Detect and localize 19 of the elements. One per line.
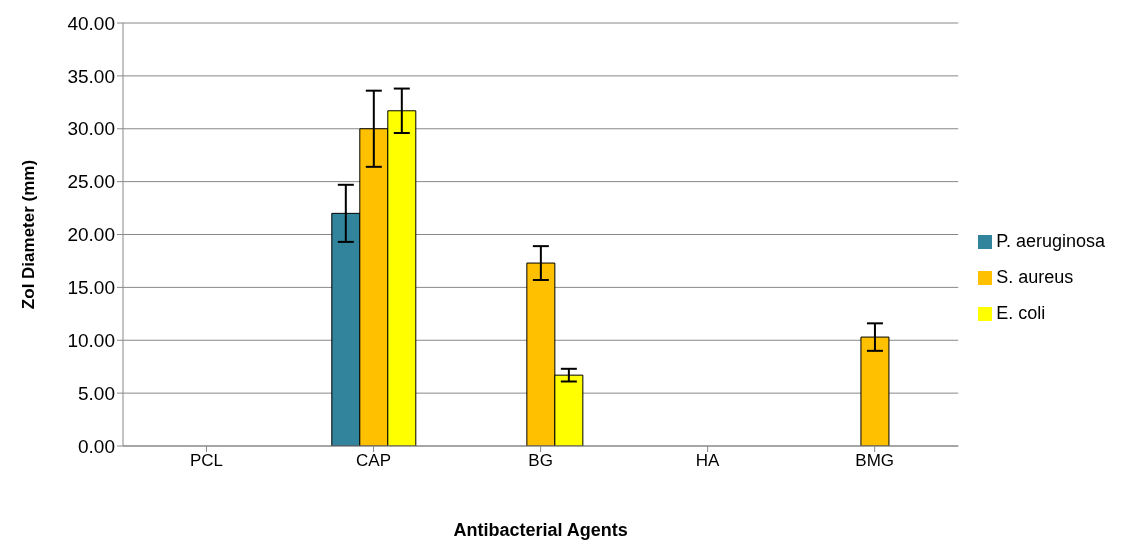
y-tick-label: 40.00 [67, 12, 115, 34]
y-tick-label: 25.00 [67, 171, 115, 193]
y-tick-label: 0.00 [78, 435, 115, 457]
x-tick-label: BG [528, 451, 553, 471]
legend-label: P. aeruginosa [996, 231, 1105, 251]
legend-label: E. coli [996, 303, 1046, 323]
y-tick-label: 5.00 [78, 382, 115, 404]
x-tick-label: BMG [855, 451, 895, 471]
y-tick-label: 35.00 [67, 65, 115, 87]
legend-label: S. aureus [996, 267, 1074, 287]
y-tick-label: 30.00 [67, 118, 115, 140]
x-tick-label: PCL [189, 451, 224, 471]
y-axis-title: ZoI Diameter (mm) [19, 159, 39, 310]
y-tick-label: 10.00 [67, 329, 115, 351]
x-tick-label: HA [695, 451, 721, 471]
y-tick-label: 20.00 [67, 224, 115, 246]
y-tick-label: 15.00 [67, 277, 115, 299]
x-axis-title: Antibacterial Agents [453, 520, 628, 540]
x-tick-label: CAP [356, 451, 392, 471]
